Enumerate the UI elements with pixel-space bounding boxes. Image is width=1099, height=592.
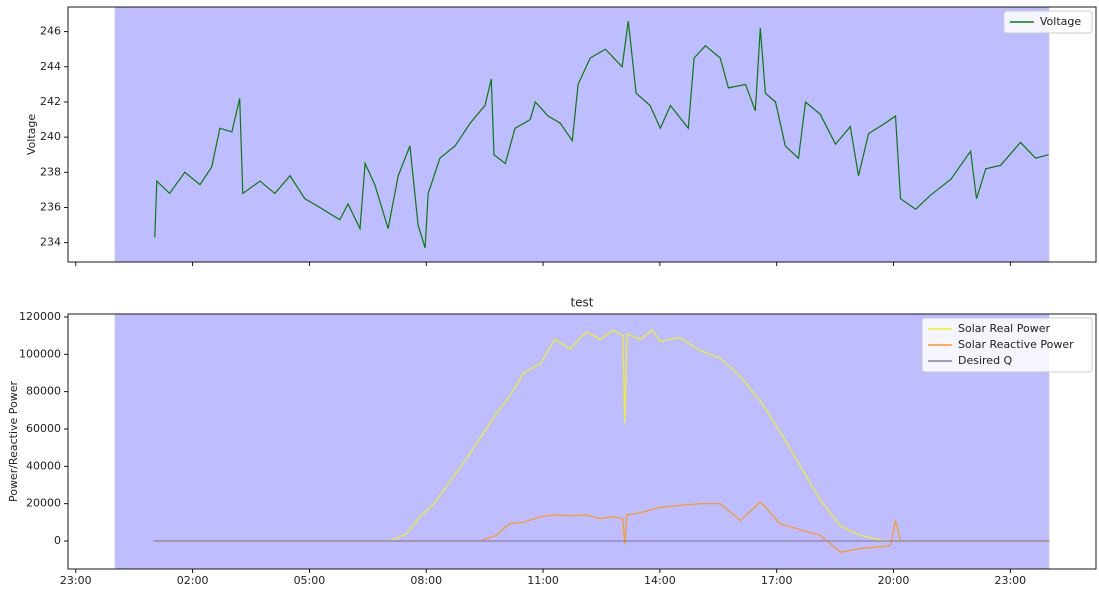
legend-box: [1003, 10, 1093, 34]
x-tick-label: 08:00: [410, 574, 442, 587]
legend-label: Desired Q: [958, 354, 1013, 367]
x-tick-label: 23:00: [60, 574, 92, 587]
axis-frame: [67, 6, 1097, 263]
x-tick-label: 23:00: [994, 574, 1026, 587]
x-tick-label: 02:00: [177, 574, 209, 587]
y-tick-label: 234: [40, 236, 61, 249]
plot-area: [153, 329, 1050, 553]
data-line: [154, 21, 1049, 249]
y-tick-label: 80000: [26, 385, 61, 398]
y-tick-label: 238: [40, 165, 61, 178]
y-tick-label: 242: [40, 95, 61, 108]
legend-label: Voltage: [1040, 15, 1081, 28]
y-tick-label: 0: [54, 534, 61, 547]
plot-area: [154, 21, 1049, 249]
y-tick-label: 244: [40, 60, 61, 73]
y-tick-label: 120000: [19, 310, 61, 323]
y-tick-label: 240: [40, 130, 61, 143]
axis-frame: [67, 313, 1097, 570]
data-line: [153, 329, 1050, 542]
chart-title: test: [570, 296, 593, 310]
y-tick-label: 100000: [19, 347, 61, 360]
y-tick-label: 40000: [26, 459, 61, 472]
y-tick-label: 246: [40, 25, 61, 38]
legend-box: [921, 317, 1093, 373]
x-tick-label: 11:00: [527, 574, 559, 587]
y-axis-label: Voltage: [25, 114, 38, 155]
x-tick-label: 14:00: [644, 574, 676, 587]
y-tick-label: 20000: [26, 497, 61, 510]
legend-label: Solar Real Power: [958, 322, 1050, 335]
shaded-span: [114, 314, 1050, 569]
x-tick-label: 17:00: [761, 574, 793, 587]
y-tick-label: 60000: [26, 422, 61, 435]
y-tick-label: 236: [40, 200, 61, 213]
y-axis-label: Power/Reactive Power: [7, 380, 20, 502]
legend-label: Solar Reactive Power: [958, 338, 1074, 351]
x-tick-label: 20:00: [878, 574, 910, 587]
shaded-span: [114, 7, 1050, 262]
x-tick-label: 05:00: [294, 574, 326, 587]
